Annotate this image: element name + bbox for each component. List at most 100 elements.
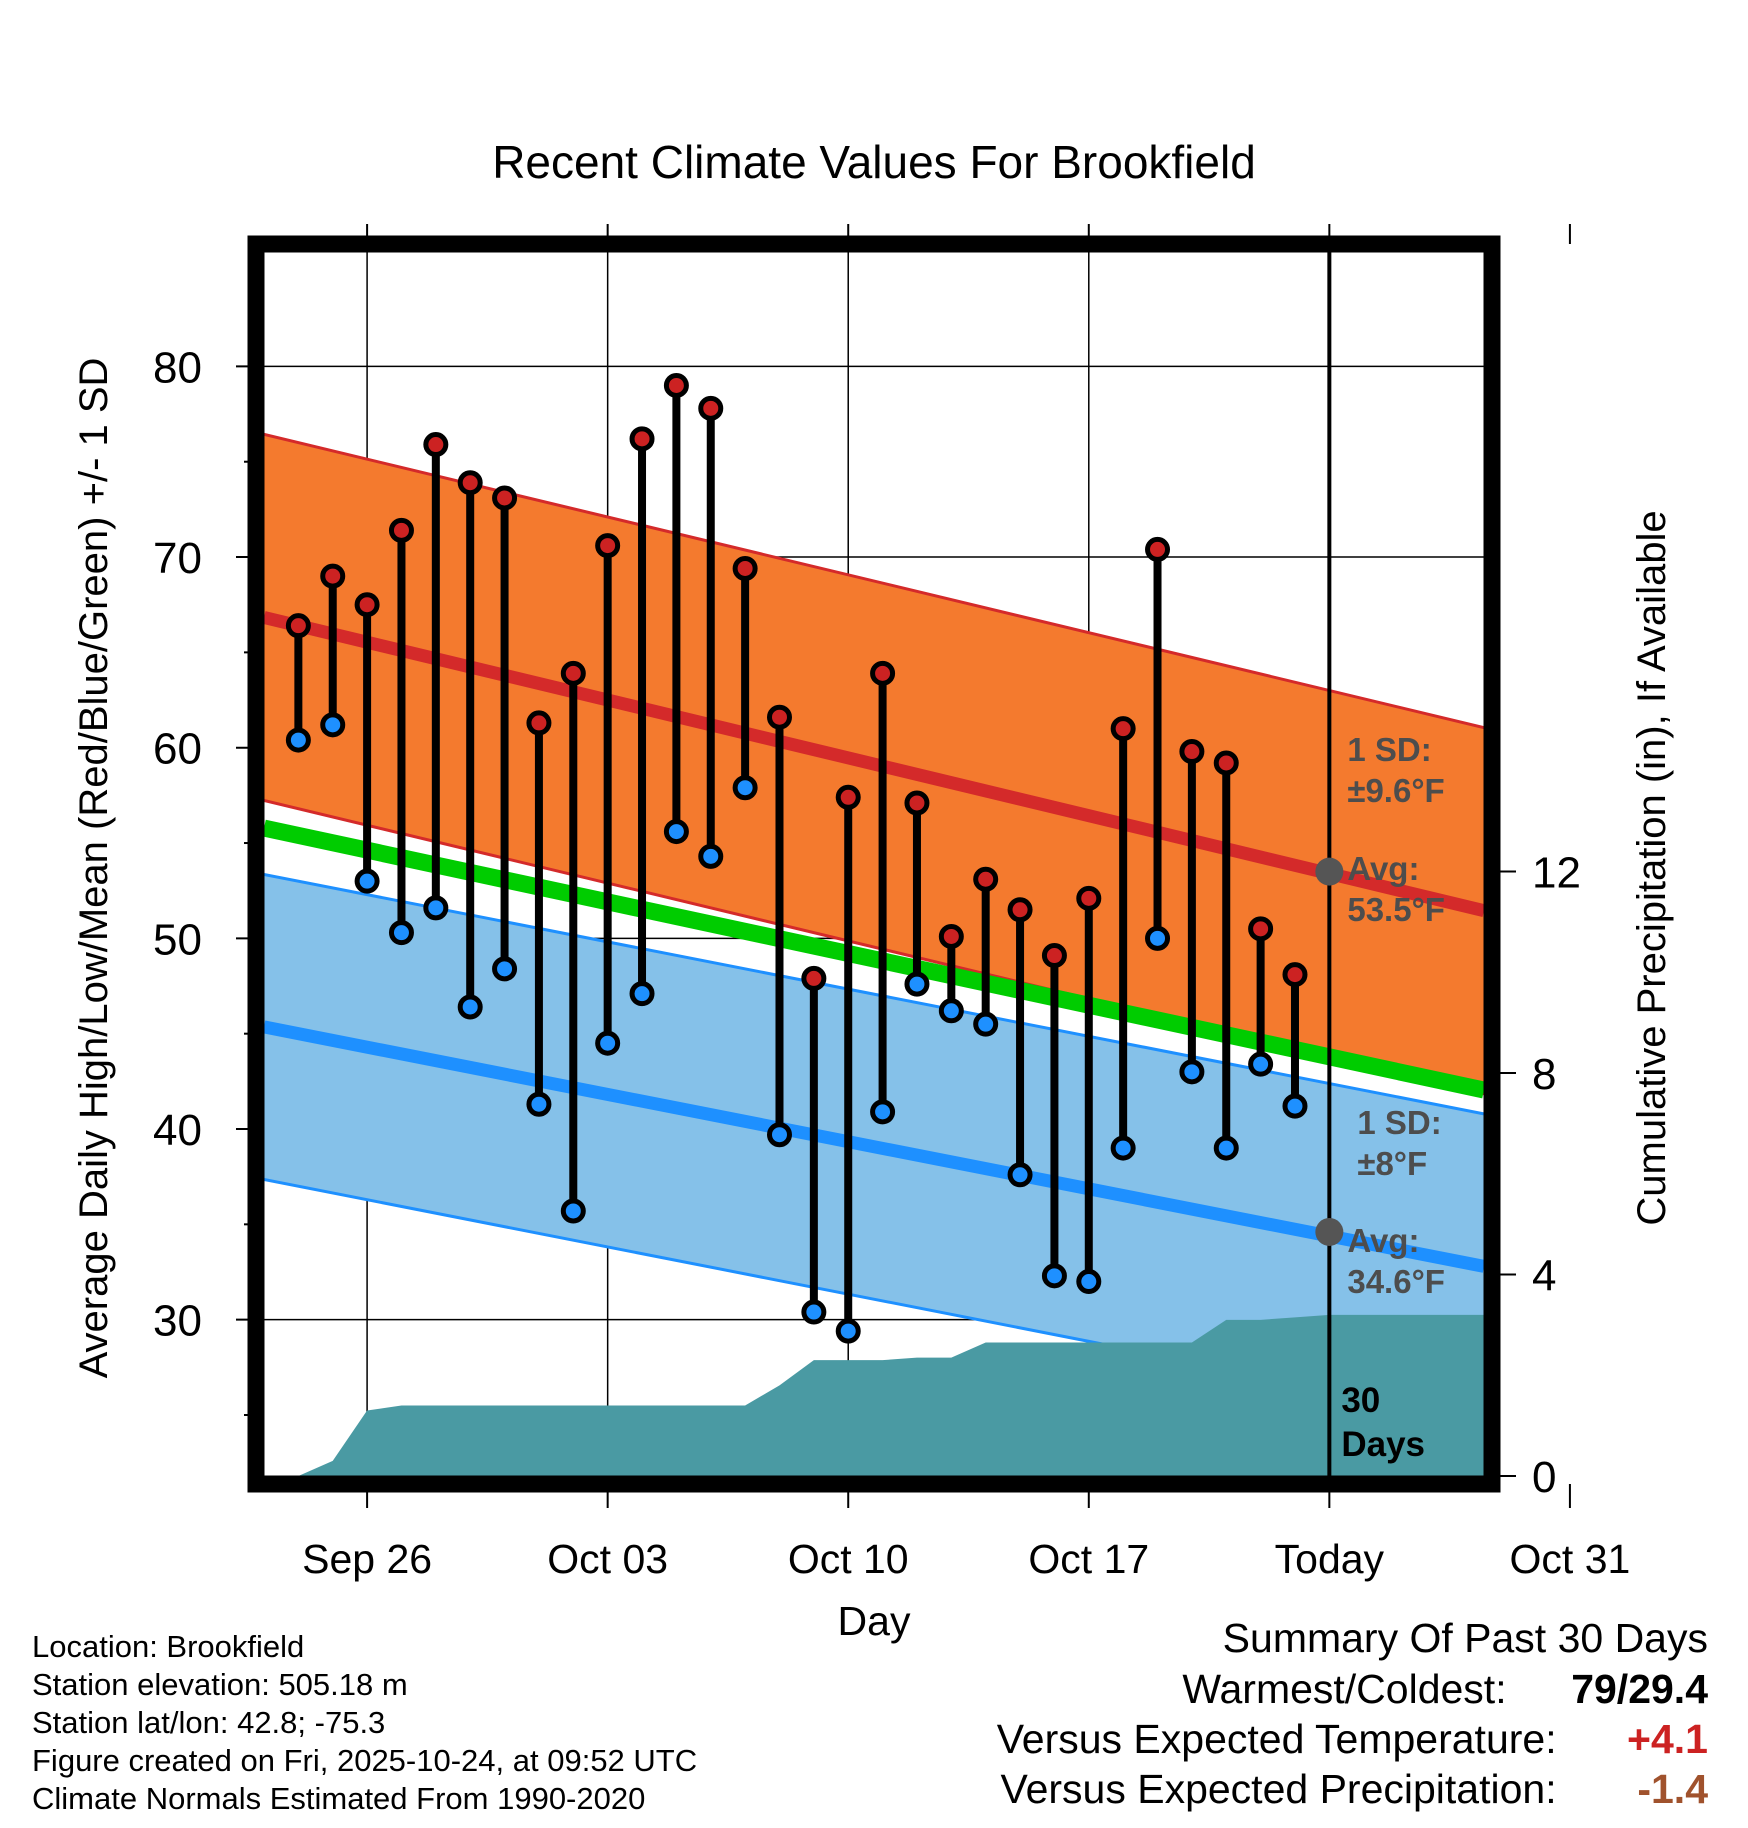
summary-warmest-coldest-label: Warmest/Coldest: xyxy=(1182,1666,1507,1712)
days-label-number: 30 xyxy=(1341,1381,1380,1420)
daily-high-point xyxy=(1213,750,1239,776)
low-sd-value: ±8°F xyxy=(1357,1145,1427,1182)
x-tick-label: Oct 31 xyxy=(1510,1536,1631,1582)
daily-low-point xyxy=(663,819,689,845)
daily-high-point xyxy=(1041,943,1067,969)
daily-low-point xyxy=(904,971,930,997)
daily-low-point xyxy=(1110,1135,1136,1161)
daily-low-point xyxy=(1145,925,1171,951)
daily-high-point xyxy=(698,395,724,421)
daily-low-point xyxy=(732,775,758,801)
daily-high-point xyxy=(973,866,999,892)
high-avg-label: Avg: xyxy=(1347,850,1419,887)
daily-low-point xyxy=(1213,1135,1239,1161)
daily-high-point xyxy=(354,592,380,618)
y-right-tick-label: 0 xyxy=(1532,1453,1556,1502)
low-sd-label: 1 SD: xyxy=(1357,1104,1441,1141)
daily-low-point xyxy=(938,998,964,1024)
summary-vs-temp: Versus Expected Temperature: +4.1 xyxy=(997,1716,1708,1763)
daily-high-point xyxy=(457,470,483,496)
daily-low-point xyxy=(1248,1051,1274,1077)
daily-low-point xyxy=(698,843,724,869)
info-normals: Climate Normals Estimated From 1990-2020 xyxy=(32,1781,646,1816)
info-latlon: Station lat/lon: 42.8; -75.3 xyxy=(32,1705,386,1740)
daily-low-point xyxy=(388,920,414,946)
summary-vs-precip: Versus Expected Precipitation: -1.4 xyxy=(1001,1766,1709,1813)
daily-low-point xyxy=(457,994,483,1020)
y-tick-label: 60 xyxy=(153,725,202,774)
x-tick-label: Oct 17 xyxy=(1028,1536,1149,1582)
daily-low-point xyxy=(629,981,655,1007)
y-right-tick-label: 8 xyxy=(1532,1050,1556,1099)
plot-area xyxy=(264,252,1484,1476)
daily-high-point xyxy=(938,923,964,949)
daily-low-point xyxy=(766,1122,792,1148)
summary-warmest-coldest: Warmest/Coldest: 79/29.4 xyxy=(1182,1666,1708,1713)
daily-high-point xyxy=(492,485,518,511)
high-avg-value: 53.5°F xyxy=(1347,891,1445,928)
y-tick-label: 30 xyxy=(153,1297,202,1346)
y-axis-label: Average Daily High/Low/Mean (Red/Blue/Gr… xyxy=(72,358,116,1379)
daily-high-point xyxy=(285,613,311,639)
y-right-axis-label: Cumulative Precipitation (in), If Availa… xyxy=(1630,510,1674,1225)
daily-high-point xyxy=(1076,885,1102,911)
low-avg-value: 34.6°F xyxy=(1347,1263,1445,1300)
daily-high-point xyxy=(1282,962,1308,988)
summary-vs-temp-value: +4.1 xyxy=(1627,1716,1708,1762)
daily-high-point xyxy=(320,563,346,589)
chart-title: Recent Climate Values For Brookfield xyxy=(492,136,1256,188)
daily-high-point xyxy=(1110,716,1136,742)
daily-high-point xyxy=(835,784,861,810)
daily-low-point xyxy=(285,727,311,753)
summary-vs-temp-label: Versus Expected Temperature: xyxy=(996,1716,1557,1762)
daily-low-point xyxy=(560,1198,586,1224)
daily-high-point xyxy=(1007,897,1033,923)
precipitation-area xyxy=(298,1314,1484,1476)
daily-high-point xyxy=(629,426,655,452)
daily-high-point xyxy=(595,533,621,559)
daily-high-point xyxy=(732,555,758,581)
daily-high-point xyxy=(423,432,449,458)
x-tick-label: Oct 03 xyxy=(547,1536,668,1582)
daily-high-point xyxy=(766,704,792,730)
x-tick-label: Today xyxy=(1275,1536,1385,1582)
daily-low-point xyxy=(526,1091,552,1117)
summary-vs-precip-label: Versus Expected Precipitation: xyxy=(1000,1766,1557,1812)
high-sd-value: ±9.6°F xyxy=(1347,772,1444,809)
plot-frame xyxy=(247,235,1501,1493)
daily-low-point xyxy=(354,868,380,894)
daily-low-point xyxy=(595,1030,621,1056)
daily-low-point xyxy=(973,1011,999,1037)
summary-title: Summary Of Past 30 Days xyxy=(1222,1615,1708,1661)
daily-low-point xyxy=(492,956,518,982)
y-tick-label: 80 xyxy=(153,343,202,392)
days-label-word: Days xyxy=(1341,1425,1425,1464)
info-created: Figure created on Fri, 2025-10-24, at 09… xyxy=(32,1743,698,1778)
low-avg-label: Avg: xyxy=(1347,1222,1419,1259)
y-tick-label: 50 xyxy=(153,915,202,964)
y-right-tick-label: 12 xyxy=(1532,849,1581,898)
daily-high-point xyxy=(560,660,586,686)
x-tick-label: Oct 10 xyxy=(788,1536,909,1582)
daily-low-point xyxy=(1076,1269,1102,1295)
daily-high-point xyxy=(801,965,827,991)
daily-high-point xyxy=(1145,536,1171,562)
daily-high-point xyxy=(904,790,930,816)
daily-high-point xyxy=(388,517,414,543)
daily-high-point xyxy=(526,710,552,736)
daily-low-point xyxy=(1007,1162,1033,1188)
daily-high-point xyxy=(1179,739,1205,765)
y-tick-label: 40 xyxy=(153,1106,202,1155)
daily-low-point xyxy=(1282,1093,1308,1119)
high-sd-label: 1 SD: xyxy=(1347,731,1431,768)
daily-low-point xyxy=(1179,1059,1205,1085)
x-axis-label: Day xyxy=(838,1598,911,1644)
daily-high-point xyxy=(663,372,689,398)
x-tick-label: Sep 26 xyxy=(302,1536,432,1582)
y-tick-label: 70 xyxy=(153,534,202,583)
low-avg-marker xyxy=(1315,1217,1344,1246)
daily-low-point xyxy=(801,1299,827,1325)
daily-high-point xyxy=(870,660,896,686)
daily-low-point xyxy=(423,895,449,921)
